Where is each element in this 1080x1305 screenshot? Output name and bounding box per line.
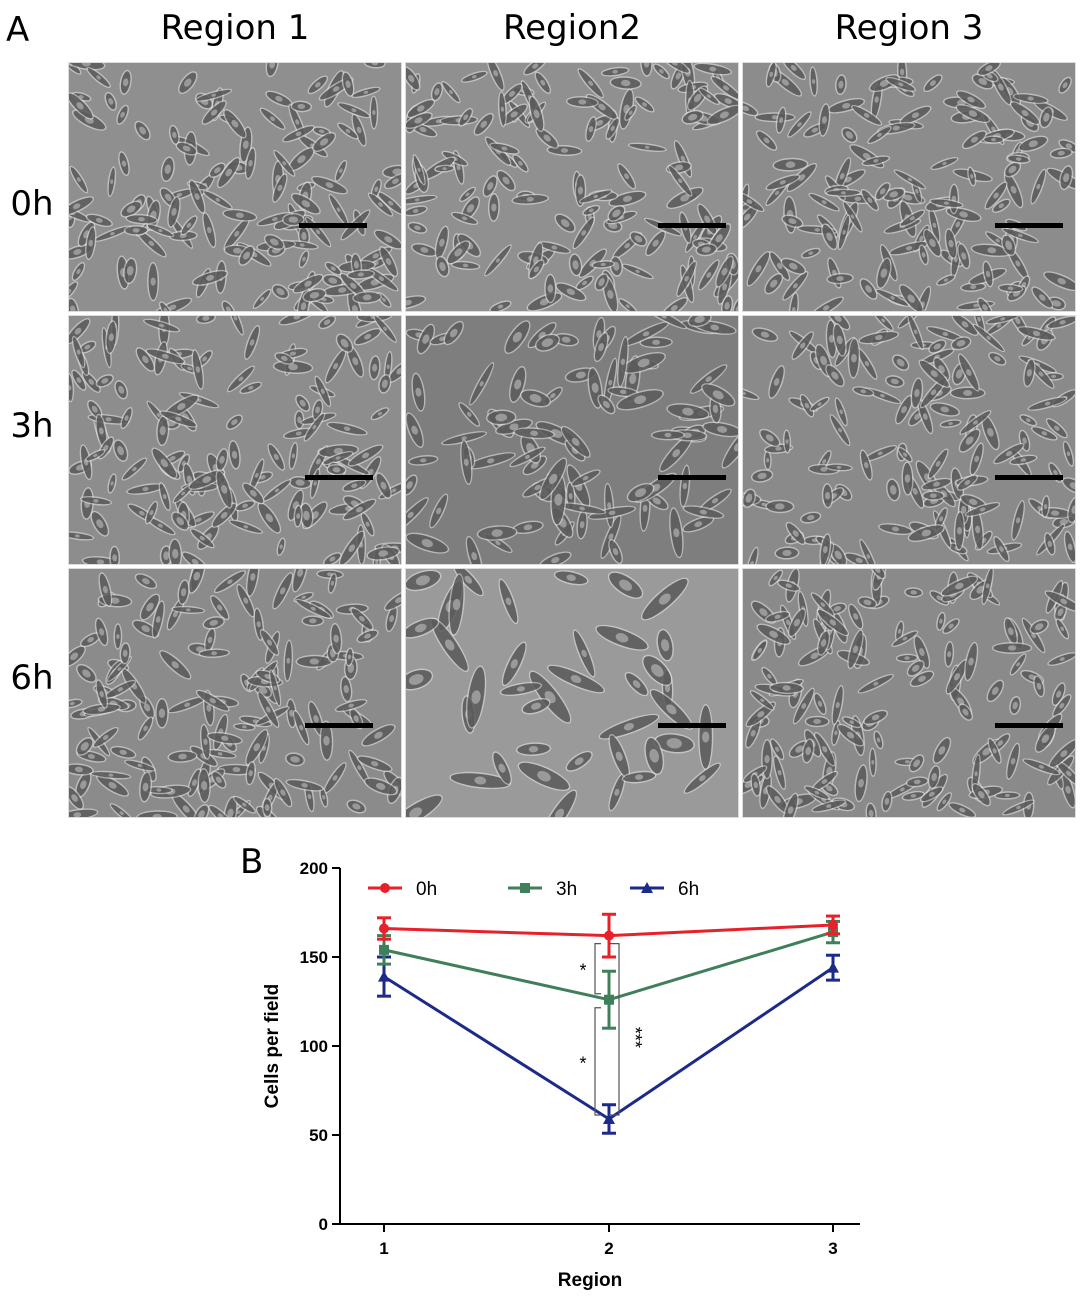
- y-tick-label: 150: [300, 948, 328, 967]
- scale-bar: [658, 223, 726, 228]
- x-axis-label: Region: [558, 1270, 622, 1291]
- panel-b-letter: B: [240, 842, 264, 882]
- micrograph-6h-region-3: [742, 568, 1076, 818]
- significance-star-0h-6h: ***: [625, 1027, 645, 1048]
- row-label-3h: 3h: [10, 406, 54, 446]
- legend-label-6h: 6h: [678, 879, 699, 900]
- significance-bracket-0h-6h: [609, 943, 620, 1116]
- data-point-0h: [828, 919, 838, 930]
- micrograph-3h-region-3: [742, 315, 1076, 565]
- column-label-region-3: Region 3: [834, 8, 984, 48]
- column-label-region-2: Region2: [502, 8, 642, 48]
- significance-star-0h-3h: *: [579, 961, 586, 981]
- y-tick-label: 50: [309, 1126, 328, 1145]
- legend-label-0h: 0h: [416, 879, 437, 900]
- y-tick-label: 0: [319, 1215, 328, 1234]
- scale-bar: [299, 223, 367, 228]
- scale-bar: [995, 223, 1063, 228]
- micrograph-3h-region2: [405, 315, 739, 565]
- significance-star-3h-6h: *: [579, 1053, 586, 1073]
- x-tick-label: 2: [604, 1239, 613, 1258]
- micrograph-6h-region2: [405, 568, 739, 818]
- micrograph-grid: [68, 62, 1080, 818]
- y-axis-label: Cells per field: [262, 984, 283, 1109]
- scale-bar: [305, 723, 373, 728]
- micrograph-0h-region2: [405, 62, 739, 312]
- legend-marker-0h: [380, 883, 390, 893]
- x-tick-label: 3: [828, 1239, 837, 1258]
- micrograph-0h-region-3: [742, 62, 1076, 312]
- scale-bar: [995, 723, 1063, 728]
- column-label-region-1: Region 1: [160, 8, 310, 48]
- y-tick-label: 200: [300, 859, 328, 878]
- data-point-0h: [379, 923, 389, 934]
- legend-marker-6h: [641, 882, 653, 893]
- legend-label-3h: 3h: [556, 879, 577, 900]
- data-point-3h: [604, 994, 614, 1005]
- y-tick-label: 100: [300, 1037, 328, 1056]
- legend-marker-3h: [520, 883, 530, 893]
- data-point-0h: [604, 930, 614, 941]
- row-label-6h: 6h: [10, 658, 54, 698]
- micrograph-6h-region-1: [68, 568, 402, 818]
- scale-bar: [658, 475, 726, 480]
- scale-bar: [995, 475, 1063, 480]
- data-point-6h: [378, 970, 390, 982]
- data-point-6h: [827, 961, 839, 973]
- row-label-0h: 0h: [10, 184, 54, 224]
- panel-a-letter: A: [6, 10, 30, 50]
- data-point-6h: [603, 1112, 615, 1124]
- data-point-3h: [379, 944, 389, 955]
- cells-per-field-chart: 0 50 100 150 200 1 2 3 Region Cells per field 0h 3h…: [262, 859, 860, 1291]
- micrograph-0h-region-1: [68, 62, 402, 312]
- scale-bar: [658, 723, 726, 728]
- x-tick-label: 1: [379, 1239, 388, 1258]
- scale-bar: [305, 475, 373, 480]
- significance-bracket-3h-6h: [594, 1007, 601, 1116]
- micrograph-3h-region-1: [68, 315, 402, 565]
- significance-bracket-0h-3h: [594, 943, 601, 995]
